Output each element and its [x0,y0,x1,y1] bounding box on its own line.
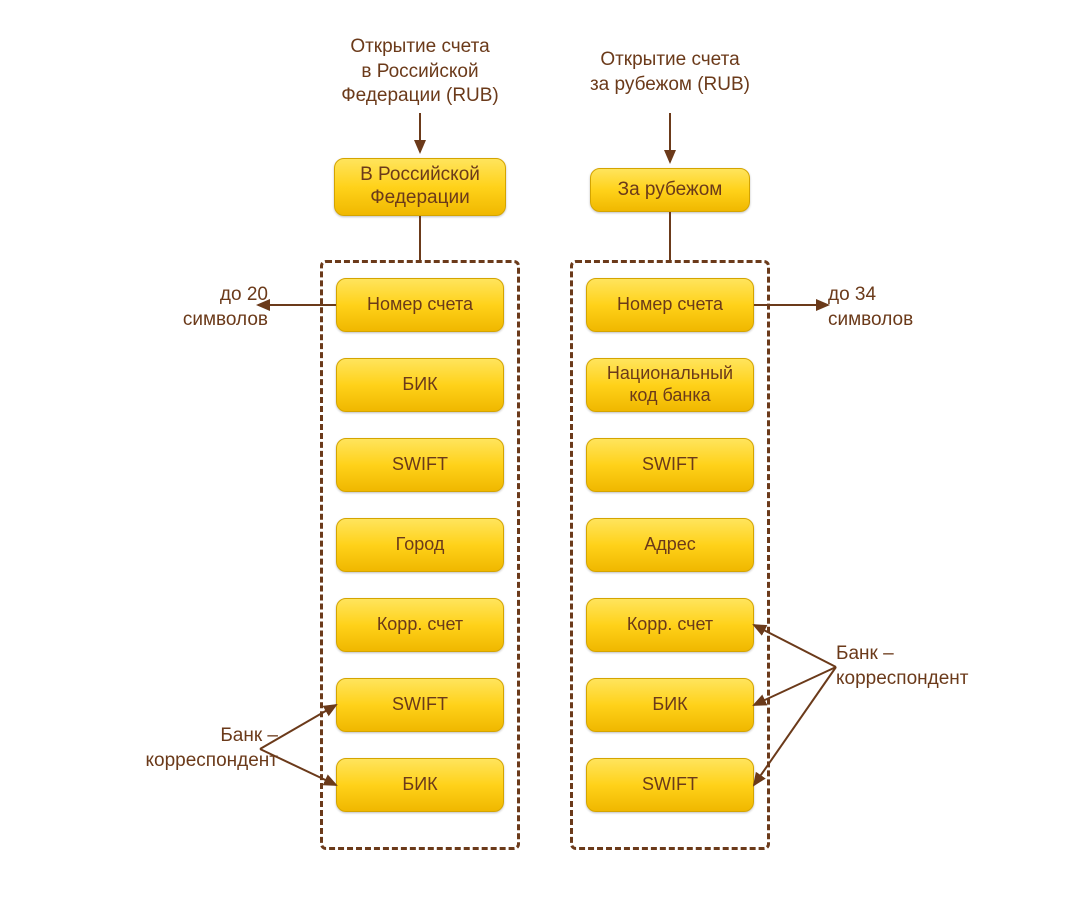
left-item-6: БИК [336,758,504,812]
right-item-3: Адрес [586,518,754,572]
left-item-2: SWIFT [336,438,504,492]
right-item-0: Номер счета [586,278,754,332]
left-item-1: БИК [336,358,504,412]
right-item-5: БИК [586,678,754,732]
right-item-2: SWIFT [586,438,754,492]
left-item-4: Корр. счет [336,598,504,652]
diagram-canvas: Открытие счета в Российской Федерации (R… [0,0,1065,900]
left-item-5: SWIFT [336,678,504,732]
right-header: Открытие счета за рубежом (RUB) [570,48,770,97]
right-item-1: Национальный код банка [586,358,754,412]
right-item-4: Корр. счет [586,598,754,652]
right-corr-annotation: Банк – корреспондент [836,642,996,691]
left-top-node: В Российской Федерации [334,158,506,216]
left-header: Открытие счета в Российской Федерации (R… [320,35,520,109]
right-top-node: За рубежом [590,168,750,212]
left-side-annotation: до 20 символов [158,283,268,332]
left-item-3: Город [336,518,504,572]
left-corr-annotation: Банк – корреспондент [118,724,278,773]
left-item-0: Номер счета [336,278,504,332]
right-item-6: SWIFT [586,758,754,812]
right-side-annotation: до 34 символов [828,283,938,332]
